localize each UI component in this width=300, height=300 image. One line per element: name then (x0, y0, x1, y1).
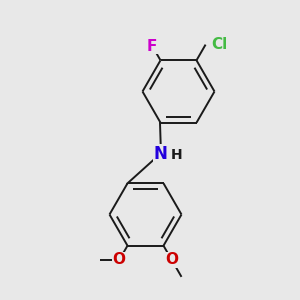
Text: O: O (113, 253, 126, 268)
Text: N: N (154, 145, 167, 163)
Text: Cl: Cl (211, 37, 227, 52)
Text: H: H (171, 148, 183, 162)
Text: O: O (165, 253, 178, 268)
Text: F: F (147, 38, 158, 53)
